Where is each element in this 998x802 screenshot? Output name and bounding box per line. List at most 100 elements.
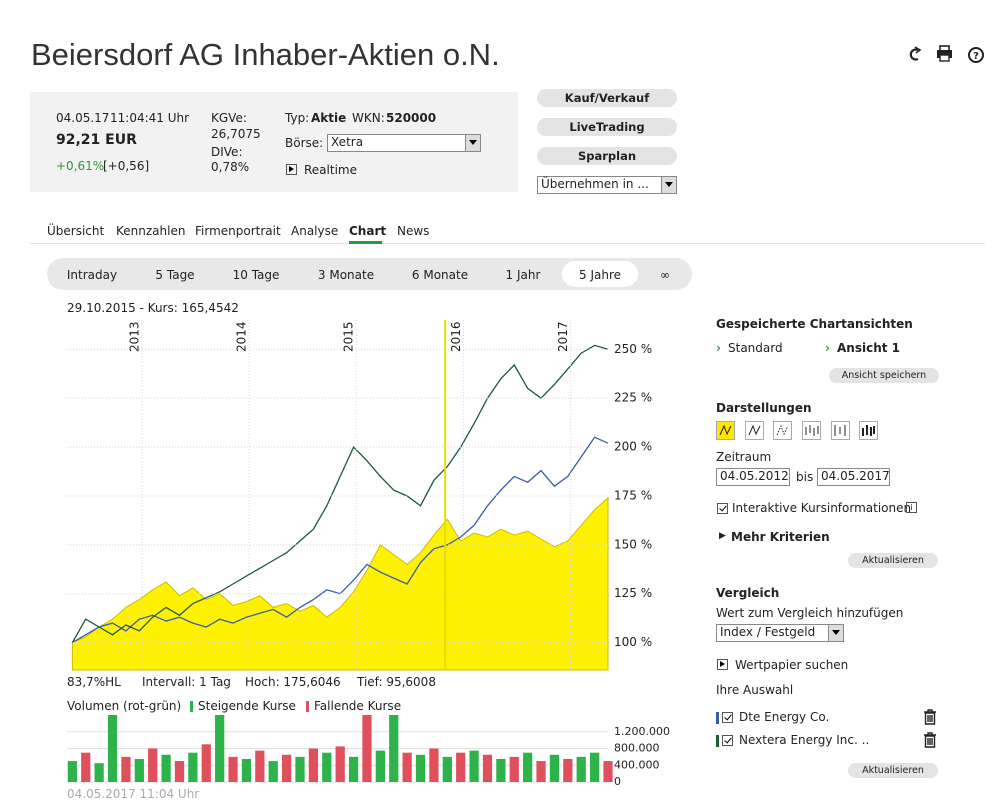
tab-active[interactable]: Chart [349, 224, 387, 238]
div-label: DIVe: [211, 145, 243, 159]
selection-title: Ihre Auswahl [716, 683, 794, 697]
volume-bar [81, 752, 91, 782]
volume-bar [509, 756, 519, 782]
typ-value: Aktie [311, 111, 347, 125]
action-button[interactable]: Sparplan [537, 147, 677, 165]
range-option[interactable]: Intraday [66, 268, 118, 282]
volume-bar [241, 758, 252, 782]
display-dots[interactable] [773, 421, 792, 440]
action-button[interactable]: LiveTrading [537, 118, 677, 136]
volume-bar [335, 746, 345, 782]
y-tick-label: 250 % [614, 342, 652, 356]
update-button[interactable]: Aktualisieren [848, 763, 938, 778]
y-tick-label: 800.000 [614, 742, 660, 755]
saved-view[interactable]: Standard [728, 341, 783, 355]
kgv-value: 26,7075 [211, 127, 261, 141]
range-option[interactable]: 1 Jahr [505, 268, 541, 282]
update-button[interactable]: Aktualisieren [848, 553, 938, 568]
volume-bar [375, 750, 385, 782]
tab-rule [30, 243, 985, 244]
stat: Intervall: 1 Tag [142, 675, 231, 689]
quote-change-abs: [+0,56] [103, 159, 150, 173]
volume-bar [201, 744, 211, 782]
tab[interactable]: Übersicht [47, 224, 105, 238]
tab[interactable]: News [397, 224, 430, 238]
volume-bar [429, 748, 439, 782]
quote-price: 92,21 EUR [56, 132, 137, 148]
range-option[interactable]: 3 Monate [317, 268, 375, 282]
volume-bar [161, 754, 171, 782]
range-active-pill [562, 261, 638, 287]
volume-bar [268, 761, 278, 782]
stat: 83,7%HL [67, 675, 121, 689]
trash-glyph [924, 732, 936, 748]
volume-bar [549, 754, 560, 782]
tab[interactable]: Firmenportrait [195, 224, 281, 238]
boerse-label: Börse: [285, 136, 324, 150]
volume-bar [576, 756, 586, 782]
saved-view-active[interactable]: Ansicht 1 [837, 341, 901, 355]
more-criteria[interactable]: Mehr Kriterien [731, 530, 830, 544]
y-tick-label: 150 % [614, 537, 652, 551]
volume-bar [348, 756, 359, 782]
stat: Tief: 95,6008 [357, 675, 436, 689]
selection-checkbox[interactable] [722, 712, 733, 723]
selection-name: Nextera Energy Inc. .. [739, 733, 870, 747]
range-option[interactable]: 6 Monate [411, 268, 469, 282]
expand-arrow[interactable]: ▶ [719, 531, 726, 541]
wkn-value: 520000 [386, 111, 437, 125]
volume-bar [362, 715, 372, 782]
info-icon[interactable]: i [906, 502, 917, 513]
help-icon[interactable]: ? [968, 47, 984, 63]
print-icon[interactable] [937, 45, 952, 62]
tab[interactable]: Kennzahlen [116, 224, 186, 238]
icon-glyph [834, 425, 846, 436]
y-tick-label: 1.200.000 [614, 725, 670, 738]
period-label: Zeitraum [716, 450, 772, 464]
volume-bar [94, 763, 104, 782]
boerse-value: Xetra [331, 135, 364, 149]
tab-underline [349, 241, 382, 244]
volume-bar [134, 758, 144, 782]
tab[interactable]: Analyse [291, 224, 339, 238]
action-button[interactable]: Kauf/Verkauf [537, 89, 677, 107]
realtime-label[interactable]: Realtime [304, 163, 357, 177]
volume-bar [469, 750, 479, 782]
y-tick-label: 225 % [614, 391, 652, 405]
y-tick-label: 100 % [614, 635, 652, 649]
volume-bar [215, 715, 225, 782]
volume-bar [603, 761, 613, 782]
volume-bar [523, 752, 533, 782]
range-option[interactable]: 10 Tage [232, 268, 280, 282]
volume-bars [67, 715, 613, 782]
save-view-button[interactable]: Ansicht speichern [829, 368, 939, 383]
compare-title: Vergleich [716, 586, 780, 600]
compare-select[interactable]: Index / Festgeld [716, 624, 844, 642]
volume-bar [442, 756, 452, 782]
display-ohlc[interactable] [802, 421, 821, 440]
compare-add: Wert zum Vergleich hinzufügen [716, 606, 904, 620]
y-tick-label: 125 % [614, 586, 652, 600]
volume-bar [536, 761, 546, 782]
search-toggle[interactable] [717, 659, 728, 670]
reload-icon[interactable] [909, 46, 922, 61]
interactive-checkbox[interactable] [717, 503, 728, 514]
selection-checkbox[interactable] [722, 735, 733, 746]
range-option[interactable]: 5 Jahre [579, 268, 621, 282]
range-option[interactable]: 5 Tage [155, 268, 195, 282]
delete-icon[interactable] [922, 709, 938, 725]
search-label[interactable]: Wertpapier suchen [735, 658, 849, 672]
range-option[interactable]: ∞ [660, 268, 670, 282]
boerse-select[interactable]: Xetra [327, 134, 481, 152]
date-from[interactable]: 04.05.2012 [716, 468, 790, 486]
realtime-toggle[interactable] [286, 164, 297, 175]
typ-label: Typ: [285, 111, 310, 125]
date-to[interactable]: 04.05.2017 [817, 468, 890, 486]
delete-icon[interactable] [922, 732, 938, 748]
volume-bar [415, 754, 426, 782]
transfer-select[interactable]: Übernehmen in ... [537, 176, 677, 194]
selection-name: Dte Energy Co. [739, 710, 830, 724]
volume-bar [174, 761, 185, 782]
